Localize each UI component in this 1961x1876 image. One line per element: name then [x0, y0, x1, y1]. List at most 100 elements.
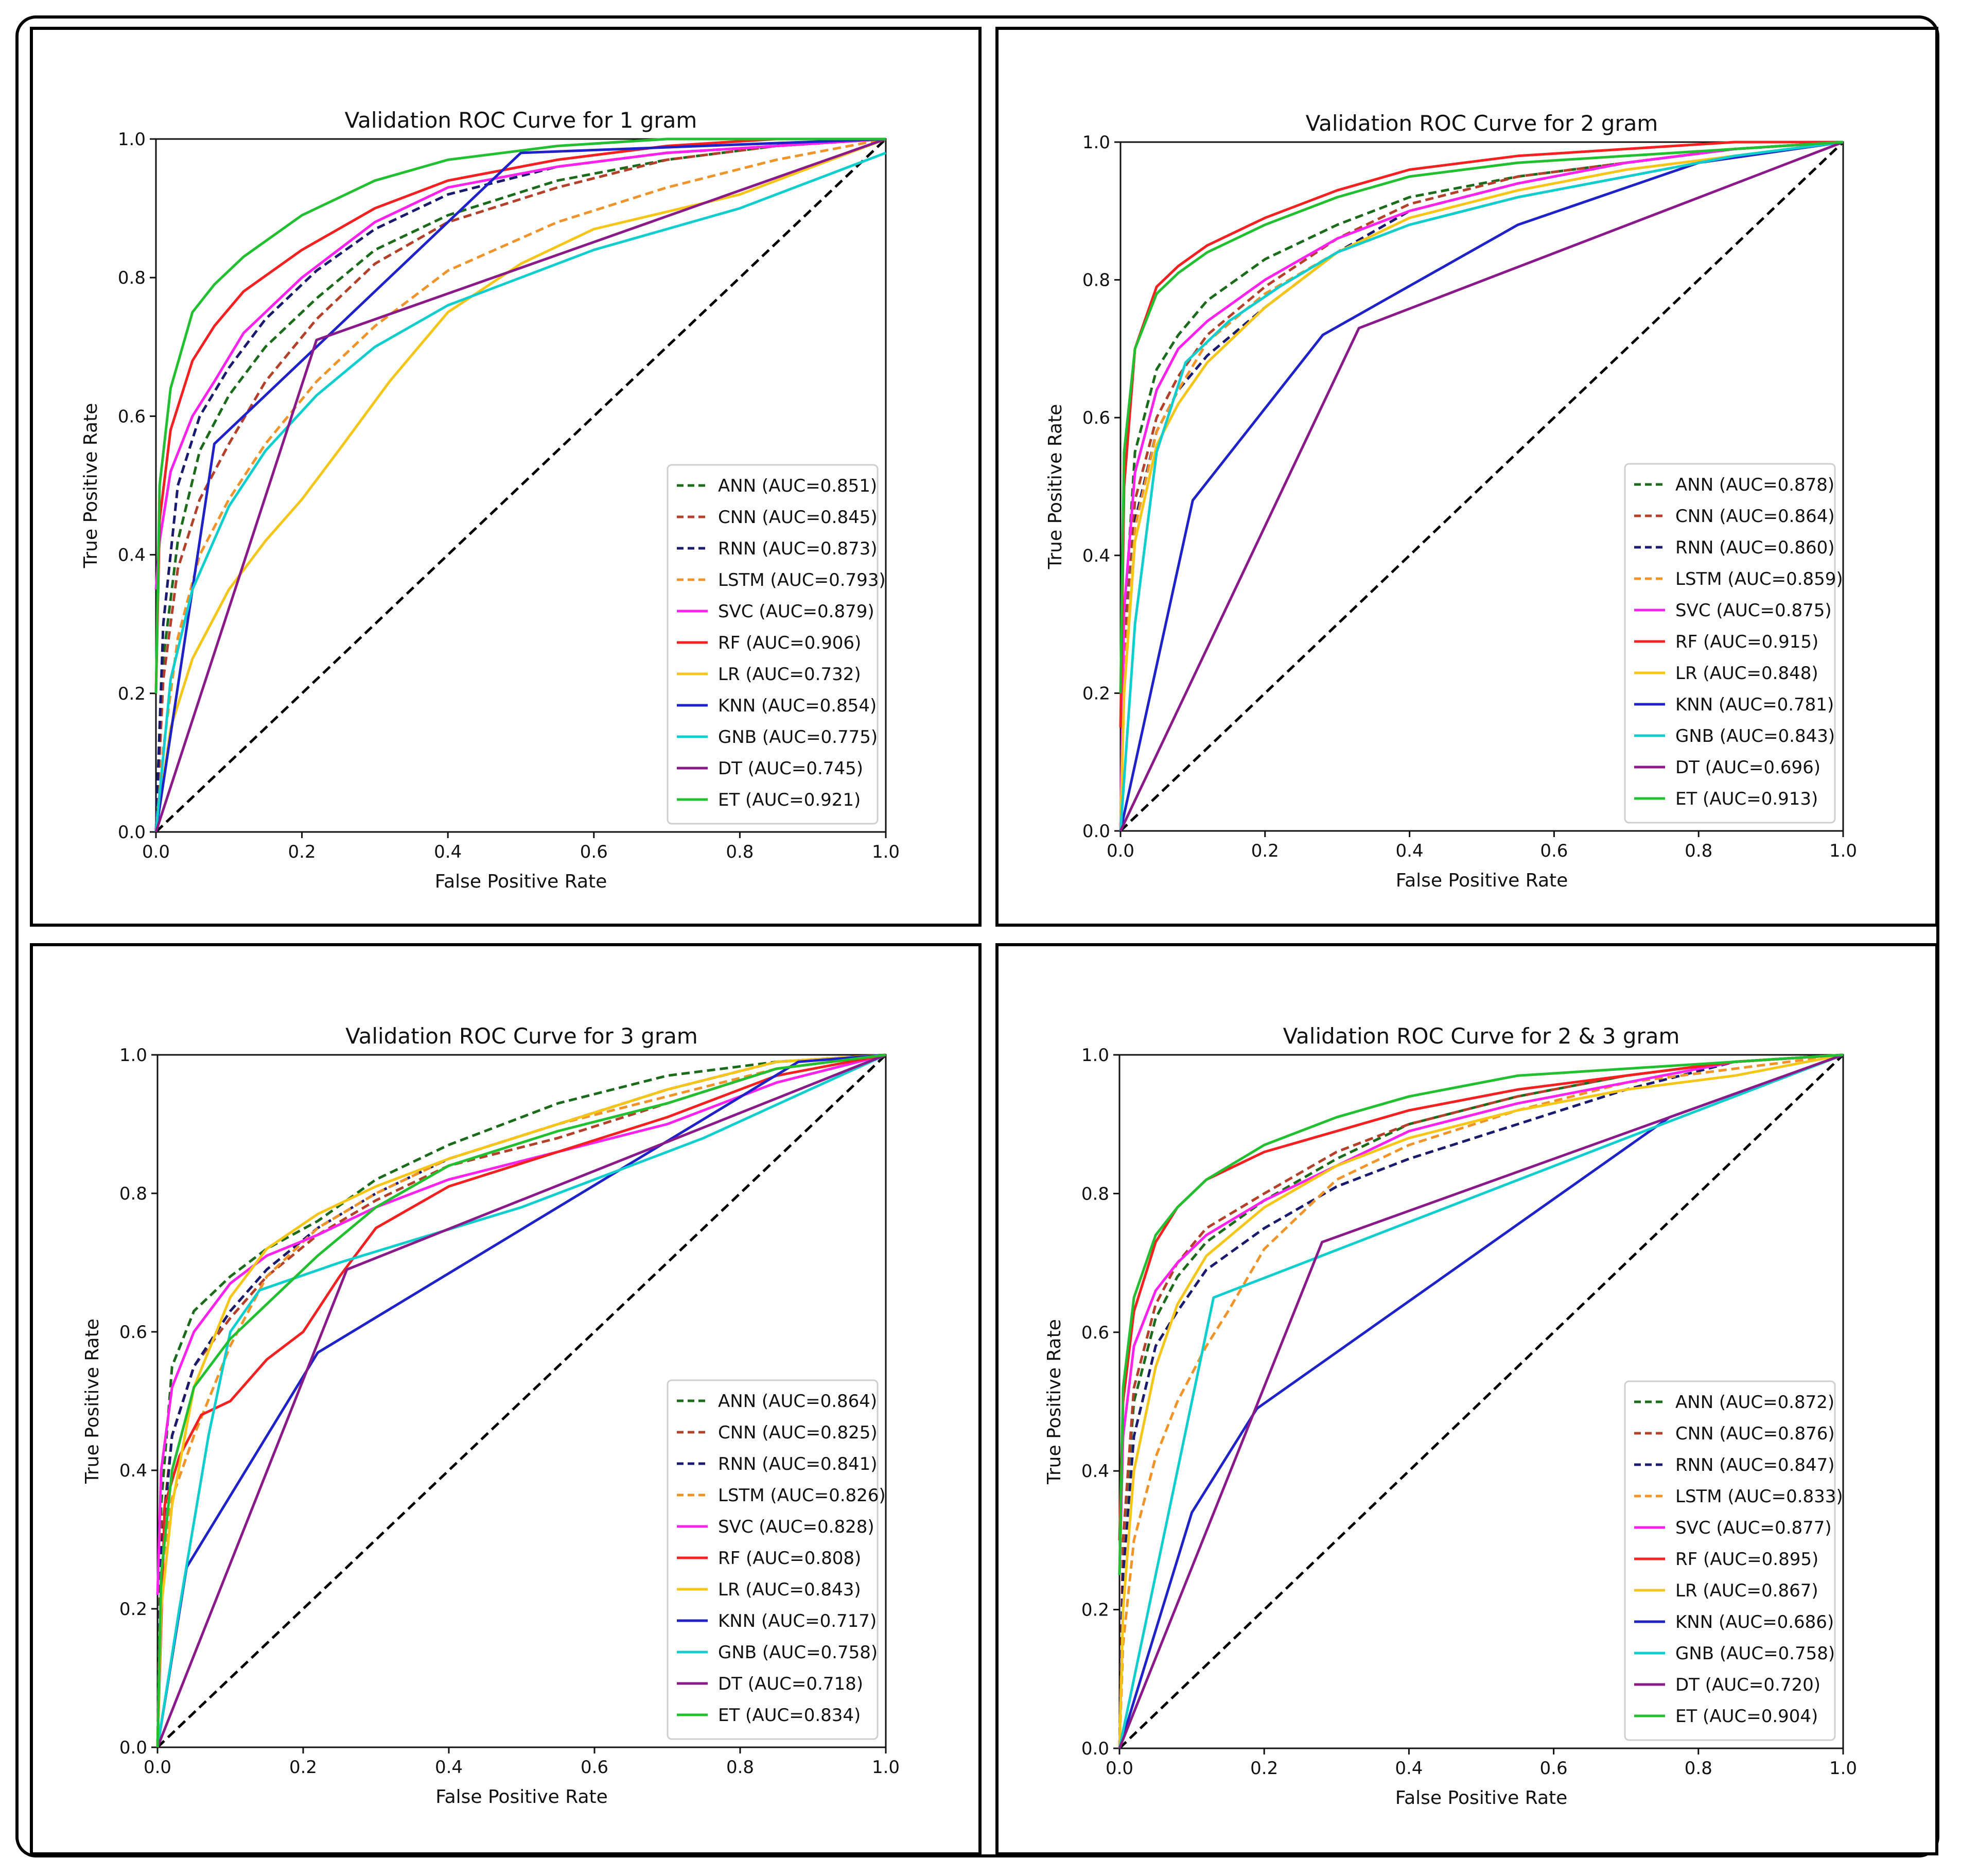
y-axis-label: True Positive Rate — [1044, 1319, 1065, 1485]
legend-label-rf: RF (AUC=0.915) — [1675, 632, 1818, 652]
x-tick-label: 1.0 — [872, 1757, 900, 1778]
legend-label-gnb: GNB (AUC=0.758) — [1675, 1643, 1835, 1664]
legend-box — [1624, 1380, 1836, 1741]
x-tick-label: 0.4 — [1395, 1758, 1423, 1779]
roc-curve-lstm — [154, 137, 886, 832]
y-tick-label: 0.8 — [1082, 270, 1110, 291]
chart-title: Validation ROC Curve for 2 gram — [1306, 111, 1658, 136]
y-tick-label: 0.4 — [118, 545, 146, 566]
legend-box — [667, 1379, 879, 1740]
roc-curve-gnb — [1119, 141, 1844, 831]
roc-curve-et — [1119, 141, 1844, 693]
legend-label-lr: LR (AUC=0.848) — [1675, 663, 1818, 684]
y-tick-label: 1.0 — [1082, 132, 1110, 153]
chance-diagonal-line — [156, 1054, 887, 1748]
legend-label-rnn: RNN (AUC=0.873) — [718, 539, 878, 559]
legend-label-rnn: RNN (AUC=0.841) — [718, 1454, 878, 1474]
x-tick-label: 0.0 — [1107, 841, 1134, 861]
x-tick-label: 0.6 — [581, 1757, 608, 1778]
x-tick-label: 1.0 — [1829, 1758, 1857, 1779]
chance-diagonal-line — [155, 138, 887, 833]
y-tick-label: 1.0 — [119, 1045, 147, 1066]
y-tick-label: 0.2 — [1081, 1600, 1109, 1621]
legend-label-knn: KNN (AUC=0.854) — [718, 696, 877, 716]
legend-label-lstm: LSTM (AUC=0.826) — [718, 1485, 886, 1506]
chart-title: Validation ROC Curve for 2 & 3 gram — [1283, 1023, 1680, 1049]
y-tick-label: 0.6 — [1081, 1323, 1109, 1343]
roc-chart-2-gram: Validation ROC Curve for 2 gram 0.0 0.2 0.4… — [1045, 111, 1857, 891]
x-tick-label: 0.8 — [726, 842, 754, 862]
y-tick-label: 0.8 — [119, 1184, 147, 1204]
x-tick-label: 0.8 — [726, 1757, 754, 1778]
legend-label-svc: SVC (AUC=0.879) — [718, 601, 874, 622]
roc-curve-ann — [156, 1053, 886, 1748]
legend-label-lstm: LSTM (AUC=0.793) — [718, 570, 886, 590]
legend-label-et: ET (AUC=0.913) — [1675, 789, 1818, 809]
roc-curve-et — [1118, 1053, 1844, 1575]
y-axis-label: True Positive Rate — [80, 403, 101, 569]
roc-curve-lr — [1118, 1053, 1844, 1749]
x-tick-label: 0.4 — [434, 842, 462, 862]
roc-curve-gnb — [154, 151, 886, 832]
plot-area-frame — [156, 1054, 887, 1748]
roc-curve-svc — [156, 1053, 886, 1595]
x-axis-label: False Positive Rate — [1396, 870, 1568, 891]
roc-curve-dt — [156, 1053, 886, 1748]
x-tick-label: 0.4 — [1396, 841, 1424, 861]
x-axis-label: False Positive Rate — [1395, 1787, 1568, 1809]
y-axis-label: True Positive Rate — [1045, 404, 1066, 570]
legend-label-lr: LR (AUC=0.867) — [1675, 1580, 1818, 1601]
x-tick-label: 0.8 — [1685, 841, 1712, 861]
legend-label-gnb: GNB (AUC=0.758) — [718, 1642, 878, 1663]
roc-curve-knn — [154, 137, 886, 832]
roc-curve-gnb — [156, 1053, 887, 1748]
x-tick-label: 0.6 — [580, 842, 608, 862]
y-tick-label: 0.4 — [119, 1461, 147, 1481]
x-axis-label: False Positive Rate — [435, 871, 607, 892]
y-tick-label: 0.6 — [1082, 408, 1110, 428]
roc-curve-dt — [154, 137, 886, 832]
roc-curve-cnn — [1118, 1053, 1844, 1749]
legend-label-svc: SVC (AUC=0.828) — [718, 1517, 874, 1537]
roc-curve-lr — [154, 137, 886, 832]
y-tick-label: 0.0 — [1082, 821, 1110, 842]
legend-label-svc: SVC (AUC=0.877) — [1675, 1518, 1832, 1538]
legend-label-rf: RF (AUC=0.906) — [718, 633, 861, 653]
roc-curve-gnb — [1118, 1053, 1844, 1749]
roc-panel-2-and-3-gram: Validation ROC Curve for 2 & 3 gram 0.0 0.… — [995, 943, 1938, 1855]
roc-chart-1-gram: Validation ROC Curve for 1 gram 0.0 0.2 0.4… — [80, 108, 900, 892]
roc-curve-svc — [154, 137, 886, 590]
y-tick-label: 0.2 — [119, 1599, 147, 1620]
legend-label-dt: DT (AUC=0.718) — [718, 1674, 863, 1694]
legend-label-knn: KNN (AUC=0.717) — [718, 1611, 877, 1631]
y-tick-label: 0.6 — [118, 406, 146, 427]
legend-label-et: ET (AUC=0.921) — [718, 790, 861, 810]
legend-label-gnb: GNB (AUC=0.775) — [718, 727, 878, 748]
legend-label-rf: RF (AUC=0.895) — [1675, 1549, 1818, 1570]
x-tick-label: 0.8 — [1685, 1758, 1712, 1779]
chart-title: Validation ROC Curve for 1 gram — [345, 108, 697, 133]
y-tick-label: 0.8 — [118, 268, 146, 288]
legend-label-et: ET (AUC=0.834) — [718, 1705, 861, 1726]
legend-box — [1624, 463, 1836, 824]
x-tick-label: 0.0 — [1106, 1758, 1133, 1779]
x-tick-label: 0.2 — [289, 1757, 317, 1778]
roc-curve-et — [156, 1053, 886, 1748]
legend-label-ann: ANN (AUC=0.878) — [1675, 475, 1834, 495]
legend-label-rnn: RNN (AUC=0.847) — [1675, 1455, 1835, 1475]
y-tick-label: 1.0 — [118, 129, 146, 150]
legend-label-ann: ANN (AUC=0.851) — [718, 476, 877, 496]
legend-box — [667, 464, 879, 825]
plot-area-frame — [1119, 141, 1844, 832]
legend-label-lstm: LSTM (AUC=0.859) — [1675, 569, 1843, 589]
legend-label-cnn: CNN (AUC=0.845) — [718, 507, 878, 528]
roc-curve-dt — [1119, 141, 1844, 832]
plot-area-frame — [1118, 1054, 1844, 1749]
legend-label-rf: RF (AUC=0.808) — [718, 1548, 861, 1569]
legend-label-dt: DT (AUC=0.745) — [718, 758, 863, 779]
roc-chart-2-and-3-gram: Validation ROC Curve for 2 & 3 gram 0.0 0.… — [1044, 1023, 1857, 1809]
legend-label-lr: LR (AUC=0.843) — [718, 1579, 861, 1600]
legend-label-ann: ANN (AUC=0.872) — [1675, 1392, 1834, 1413]
x-tick-label: 0.6 — [1540, 1758, 1568, 1779]
y-tick-label: 0.2 — [118, 684, 146, 704]
